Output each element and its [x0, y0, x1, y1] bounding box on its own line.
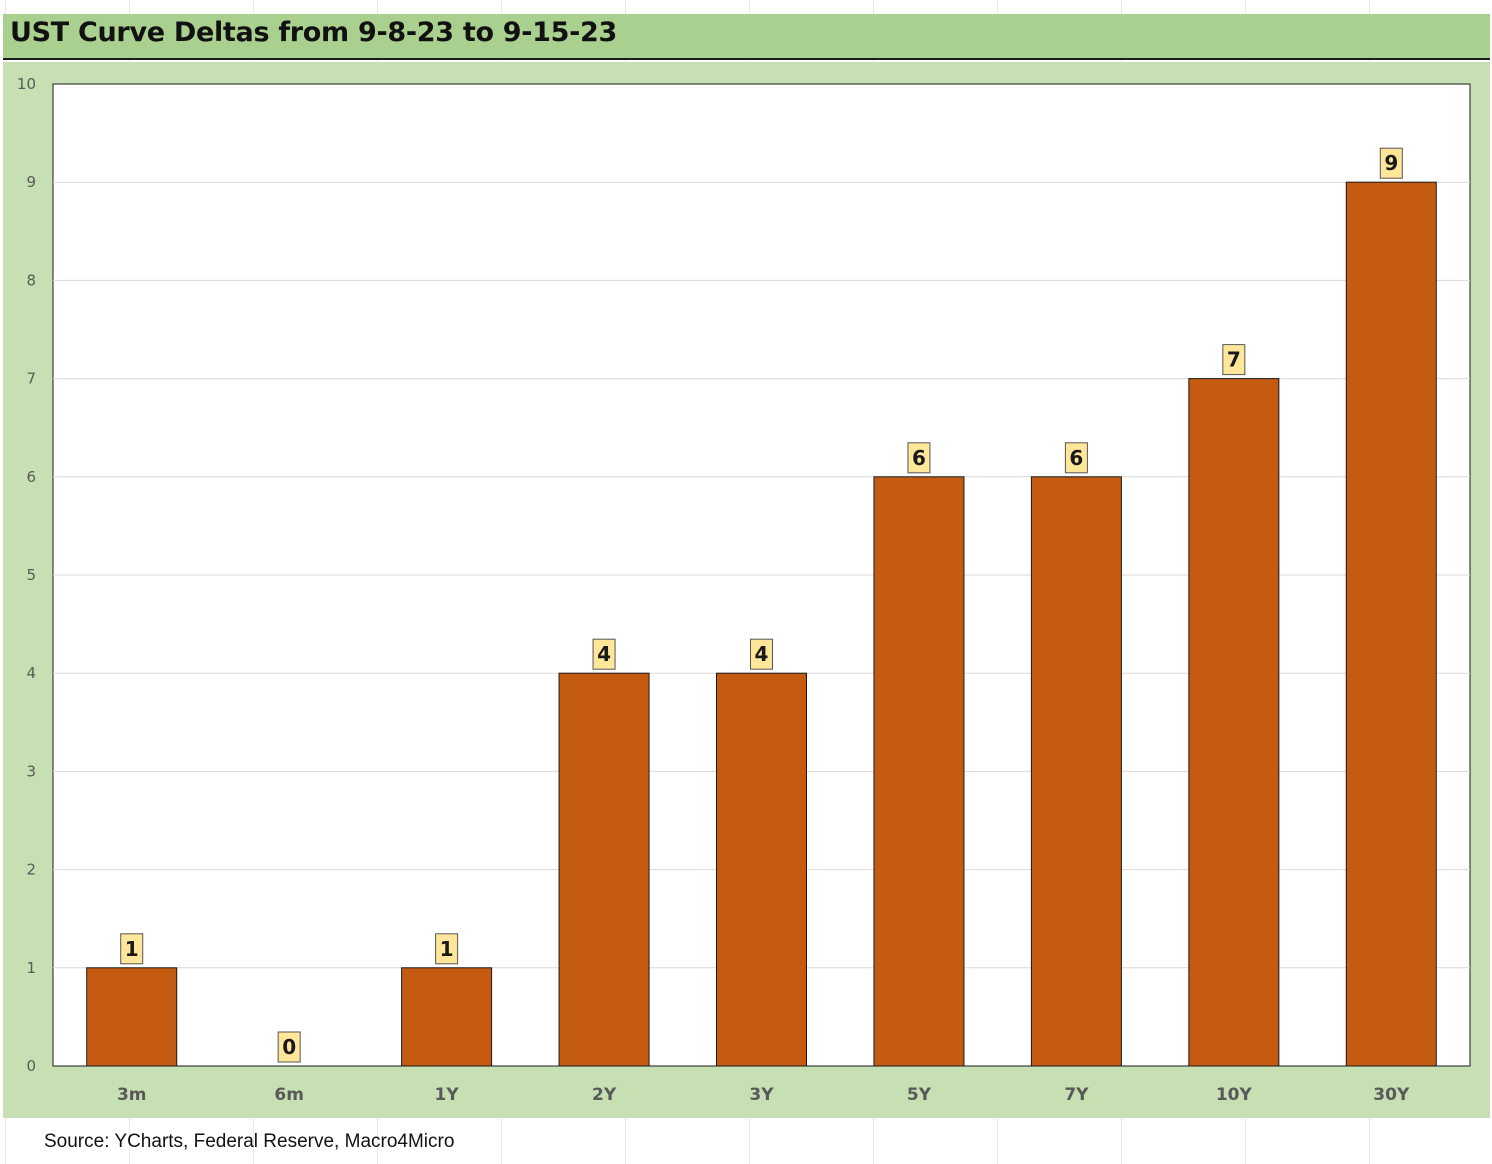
data-label-box	[120, 933, 144, 965]
data-label-10Y: 7	[1227, 348, 1241, 372]
bar-chart: 0 1 2 3 4 5 6 7 8 9 10 1 3m 0 6m 1 1Y 4 2Y 4 3Y 6 5Y 6 7Y 7 10Y 9 30…	[17, 75, 1471, 1105]
x-tick-label-3Y: 3Y	[749, 1085, 774, 1105]
x-tick-label-7Y: 7Y	[1064, 1085, 1089, 1105]
bar-1Y	[401, 967, 493, 1067]
bar-7Y	[1030, 476, 1122, 1067]
x-tick-label-2Y: 2Y	[592, 1085, 617, 1105]
data-label-box	[1379, 147, 1403, 179]
y-tick-label: 0	[26, 1057, 36, 1075]
data-label-box	[277, 1031, 301, 1063]
bar-3Y	[716, 672, 807, 1067]
x-tick-label-10Y: 10Y	[1216, 1085, 1253, 1105]
y-tick-label: 7	[26, 370, 36, 388]
x-tick-label-5Y: 5Y	[907, 1085, 932, 1105]
data-label-1Y: 1	[440, 937, 454, 961]
y-tick-label: 6	[26, 468, 36, 486]
data-label-3Y: 4	[755, 642, 769, 666]
data-label-box	[750, 638, 773, 670]
y-tick-label: 1	[26, 959, 36, 977]
data-label-box	[907, 442, 931, 474]
y-tick-label: 5	[26, 566, 36, 584]
chart-title: UST Curve Deltas from 9-8-23 to 9-15-23	[10, 17, 618, 48]
chart-area[interactable]: 0 1 2 3 4 5 6 7 8 9 10 1 3m 0 6m 1 1Y 4 2Y 4 3Y 6 5Y 6 7Y 7 10Y 9 30…	[3, 62, 1490, 1118]
data-label-box	[435, 933, 459, 965]
data-label-5Y: 6	[912, 446, 926, 470]
y-tick-label: 4	[26, 664, 36, 682]
data-label-box	[592, 638, 616, 670]
data-label-box	[1064, 442, 1088, 474]
data-label-6m: 0	[282, 1035, 296, 1059]
source-note: Source: YCharts, Federal Reserve, Macro4…	[44, 1131, 455, 1152]
x-tick-label-30Y: 30Y	[1373, 1085, 1410, 1105]
bar-2Y	[558, 672, 650, 1067]
x-tick-label-6m: 6m	[274, 1085, 304, 1105]
y-tick-label: 2	[26, 861, 36, 879]
data-label-7Y: 6	[1069, 446, 1083, 470]
x-tick-label-1Y: 1Y	[435, 1085, 460, 1105]
title-bar: UST Curve Deltas from 9-8-23 to 9-15-23	[3, 14, 1490, 60]
bar-10Y	[1188, 378, 1280, 1067]
data-label-2Y: 4	[597, 642, 611, 666]
y-tick-label: 8	[26, 271, 36, 289]
y-tick-label: 9	[26, 173, 36, 191]
x-tick-label-3m: 3m	[117, 1085, 147, 1105]
data-label-3m: 1	[125, 937, 139, 961]
bar-30Y	[1345, 181, 1437, 1067]
bar-3m	[86, 967, 178, 1067]
data-label-box	[1222, 344, 1246, 376]
data-label-30Y: 9	[1384, 151, 1398, 175]
bar-5Y	[873, 476, 965, 1067]
y-tick-label: 3	[26, 762, 36, 780]
y-tick-label: 10	[17, 75, 36, 93]
